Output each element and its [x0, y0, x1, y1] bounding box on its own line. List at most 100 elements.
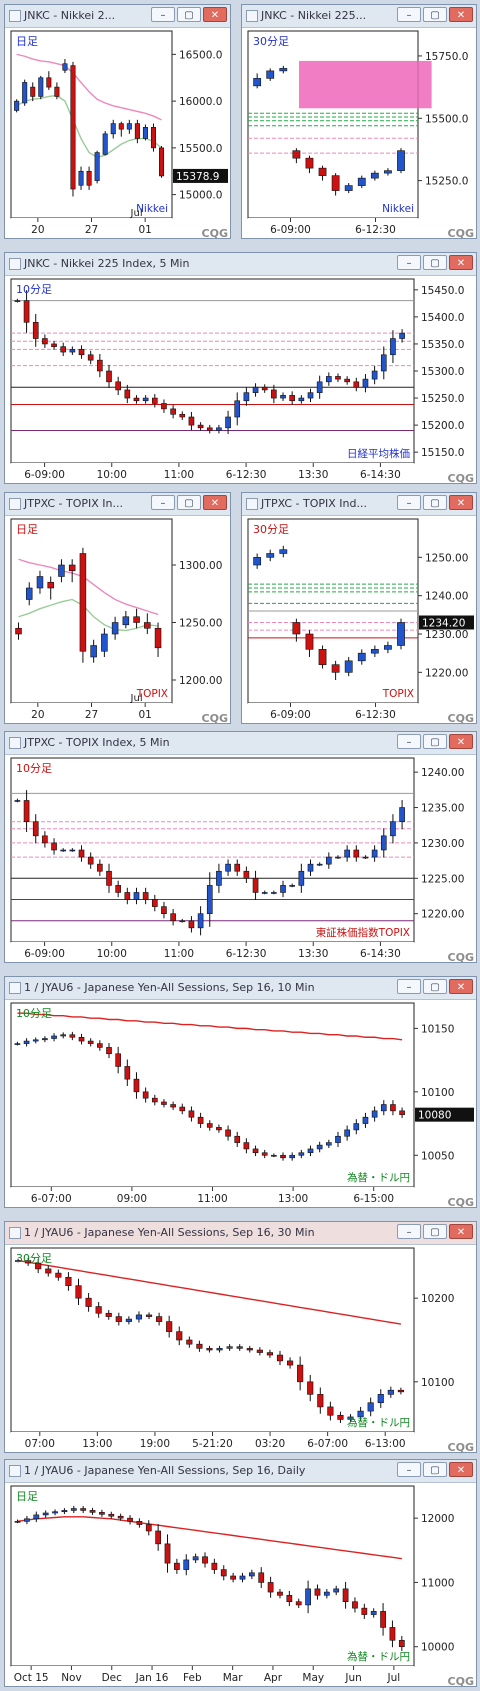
window-icon: [9, 10, 21, 22]
instrument-name: TOPIX: [136, 688, 168, 700]
maximize-button[interactable]: ▢: [423, 1462, 447, 1477]
maximize-button[interactable]: ▢: [423, 495, 447, 510]
candle-body: [54, 86, 60, 97]
minimize-button[interactable]: –: [151, 7, 175, 22]
candle-body: [292, 150, 301, 159]
window-title: JTPXC - TOPIX Index, 5 Min: [24, 736, 170, 749]
close-button[interactable]: ✕: [203, 495, 227, 510]
candle-body: [23, 800, 30, 822]
minimize-button[interactable]: –: [397, 1462, 421, 1477]
maximize-button[interactable]: ▢: [423, 1224, 447, 1239]
candle-body: [87, 354, 94, 361]
maximize-button[interactable]: ▢: [423, 979, 447, 994]
candle-body: [353, 381, 360, 388]
x-tick-label: 13:30: [298, 469, 328, 481]
candle-body: [234, 400, 241, 418]
candle-body: [55, 1272, 62, 1278]
candle-body: [243, 392, 250, 402]
chart-nikkei-daily: 16500.0 16000.0 15500.0 15000.0 20 27 01 日足 Nikk…: [10, 30, 228, 238]
instrument-name: 日経平均株価: [347, 447, 410, 460]
candle-body: [133, 616, 140, 623]
close-button[interactable]: ✕: [449, 255, 473, 270]
candle-body: [101, 633, 108, 652]
y-tick-label: 10000: [421, 1642, 454, 1654]
candle-body: [357, 652, 366, 662]
candle-body: [266, 1352, 273, 1356]
close-button[interactable]: ✕: [449, 1462, 473, 1477]
candle-body: [42, 338, 48, 345]
cqg-logo: CQG: [448, 951, 474, 963]
candle-body: [179, 920, 186, 923]
close-button[interactable]: ✕: [449, 1224, 473, 1239]
y-tick-label: 15300.0: [421, 366, 464, 378]
maximize-button[interactable]: ▢: [177, 7, 201, 22]
candle-body: [253, 78, 262, 87]
candle-body: [333, 1588, 340, 1593]
candle-body: [331, 175, 340, 191]
window-titlebar[interactable]: 1 / JYAU6 - Japanese Yen-All Sessions, S…: [5, 1222, 476, 1245]
minimize-button[interactable]: –: [397, 495, 421, 510]
maximize-button[interactable]: ▢: [423, 255, 447, 270]
candle-body: [286, 1594, 293, 1603]
candle-body: [164, 1543, 171, 1564]
window-titlebar[interactable]: JNKC - Nikkei 225... – ▢ ✕: [242, 5, 476, 28]
x-tick-label: 27: [85, 709, 98, 721]
window-icon: [9, 498, 21, 510]
candle-body: [62, 63, 68, 71]
candle-body: [216, 870, 222, 886]
candle-body: [211, 1562, 218, 1570]
maximize-button[interactable]: ▢: [177, 495, 201, 510]
panel-yen-daily: 1 / JYAU6 - Japanese Yen-All Sessions, S…: [4, 1459, 477, 1687]
window-titlebar[interactable]: JTPXC - TOPIX Ind... – ▢ ✕: [242, 493, 476, 516]
candle-body: [97, 863, 103, 872]
maximize-button[interactable]: ▢: [423, 734, 447, 749]
candle-body: [318, 649, 327, 665]
close-button[interactable]: ✕: [449, 7, 473, 22]
candle-body: [258, 1572, 265, 1583]
candle-body: [145, 1524, 152, 1532]
minimize-button[interactable]: –: [397, 734, 421, 749]
candle-body: [335, 376, 341, 380]
plot-area: [10, 1485, 415, 1667]
candle-body: [398, 1639, 405, 1648]
candle-body: [145, 1314, 153, 1317]
close-button[interactable]: ✕: [449, 734, 473, 749]
x-axis-strip: [248, 703, 418, 723]
candle-body: [117, 1515, 124, 1519]
cqg-logo: CQG: [202, 712, 228, 724]
cqg-logo: CQG: [448, 1675, 474, 1687]
candle-body: [188, 416, 195, 426]
maximize-button[interactable]: ▢: [423, 7, 447, 22]
candle-body: [234, 1135, 241, 1143]
window-titlebar[interactable]: JNKC - Nikkei 2... – ▢ ✕: [5, 5, 230, 28]
candle-body: [225, 863, 231, 872]
window-titlebar[interactable]: JTPXC - TOPIX Index, 5 Min – ▢ ✕: [5, 732, 476, 755]
x-tick-label: Jan 16: [135, 1672, 169, 1684]
candle-body: [51, 343, 57, 347]
window-titlebar[interactable]: JTPXC - TOPIX In... – ▢ ✕: [5, 493, 230, 516]
candle-body: [79, 553, 87, 652]
close-button[interactable]: ✕: [203, 7, 227, 22]
candle-body: [279, 68, 288, 72]
x-tick-label: 13:00: [278, 1193, 308, 1205]
window-titlebar[interactable]: 1 / JYAU6 - Japanese Yen-All Sessions, S…: [5, 977, 476, 1000]
minimize-button[interactable]: –: [397, 255, 421, 270]
timeframe-label: 日足: [16, 35, 38, 48]
candle-body: [361, 1607, 368, 1615]
y-tick-label: 1240.00: [425, 591, 468, 603]
minimize-button[interactable]: –: [151, 495, 175, 510]
window-titlebar[interactable]: JNKC - Nikkei 225 Index, 5 Min – ▢ ✕: [5, 253, 476, 276]
minimize-button[interactable]: –: [397, 7, 421, 22]
candle-body: [277, 1591, 283, 1596]
candle-body: [179, 413, 186, 418]
candle-body: [124, 389, 131, 399]
close-button[interactable]: ✕: [449, 495, 473, 510]
close-button[interactable]: ✕: [449, 979, 473, 994]
window-titlebar[interactable]: 1 / JYAU6 - Japanese Yen-All Sessions, S…: [5, 1460, 476, 1483]
candle-body: [80, 1508, 87, 1511]
instrument-name: Nikkei: [136, 203, 168, 215]
minimize-button[interactable]: –: [397, 979, 421, 994]
minimize-button[interactable]: –: [397, 1224, 421, 1239]
candle-body: [234, 863, 241, 872]
candle-body: [216, 1348, 223, 1351]
